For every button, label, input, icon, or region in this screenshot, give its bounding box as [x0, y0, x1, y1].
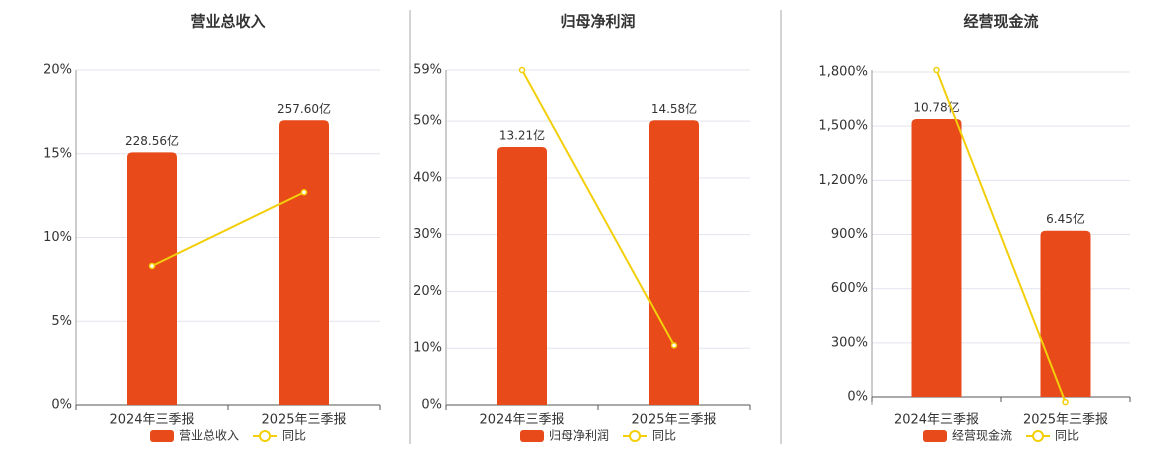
x-tick-label: 2025年三季报: [261, 413, 346, 428]
line-point: [1062, 398, 1069, 406]
value-label: 228.56亿: [125, 133, 179, 148]
x-tick-label: 2024年三季报: [109, 413, 194, 428]
value-label: 13.21亿: [499, 128, 545, 143]
y-tick-label: 10%: [43, 230, 72, 245]
y-tick-label: 0%: [847, 390, 868, 405]
bar: [911, 119, 962, 398]
y-tick-label: 1,800%: [818, 64, 868, 79]
legend-swatch: [629, 430, 642, 442]
line-point: [518, 66, 526, 74]
legend-label: 同比: [282, 429, 306, 443]
legend-label: 营业总收入: [179, 429, 239, 443]
x-tick-label: 2024年三季报: [894, 413, 979, 428]
y-tick-label: 15%: [43, 146, 72, 161]
legend-swatch: [259, 430, 272, 442]
bar: [497, 147, 547, 405]
line-point: [148, 262, 156, 270]
y-tick-label: 40%: [413, 170, 442, 185]
value-label: 10.78亿: [913, 100, 959, 115]
chart-title: 经营现金流: [963, 13, 1038, 31]
chart-title: 归母净利润: [560, 13, 635, 31]
value-label: 6.45亿: [1046, 211, 1085, 226]
value-label: 257.60亿: [277, 101, 331, 116]
legend-label: 同比: [1055, 429, 1079, 443]
y-tick-label: 5%: [51, 314, 72, 329]
line: [935, 69, 1067, 403]
y-tick-label: 50%: [413, 114, 442, 129]
bar: [279, 120, 329, 405]
y-tick-label: 900%: [831, 227, 868, 242]
bar: [649, 120, 699, 405]
legend-label: 归母净利润: [549, 429, 609, 443]
y-tick-label: 1,500%: [818, 119, 868, 134]
x-tick-label: 2025年三季报: [631, 413, 716, 428]
x-tick-label: 2024年三季报: [479, 413, 564, 428]
line-point: [670, 342, 678, 349]
line: [151, 191, 305, 267]
line-point: [300, 189, 308, 196]
legend-swatch: [150, 430, 174, 442]
legend-label: 经营现金流: [952, 428, 1012, 443]
y-tick-label: 300%: [831, 335, 868, 350]
value-label: 14.58亿: [651, 101, 697, 116]
y-tick-label: 10%: [413, 341, 442, 356]
bar: [127, 152, 177, 405]
y-tick-label: 0%: [421, 398, 442, 413]
legend-swatch: [520, 430, 544, 442]
bar: [1040, 230, 1091, 398]
y-tick-label: 59%: [413, 63, 442, 78]
y-tick-label: 30%: [413, 227, 442, 242]
line: [521, 69, 675, 346]
legend-swatch: [923, 430, 947, 442]
x-tick-label: 2025年三季报: [1023, 413, 1108, 428]
legend-label: 同比: [652, 429, 676, 443]
line-point: [933, 66, 940, 74]
y-tick-label: 20%: [43, 63, 72, 78]
legend-swatch: [1032, 430, 1045, 442]
y-tick-label: 0%: [51, 398, 72, 413]
y-tick-label: 20%: [413, 284, 442, 299]
y-tick-label: 600%: [831, 281, 868, 296]
chart-title: 营业总收入: [190, 13, 265, 31]
y-tick-label: 1,200%: [818, 173, 868, 188]
